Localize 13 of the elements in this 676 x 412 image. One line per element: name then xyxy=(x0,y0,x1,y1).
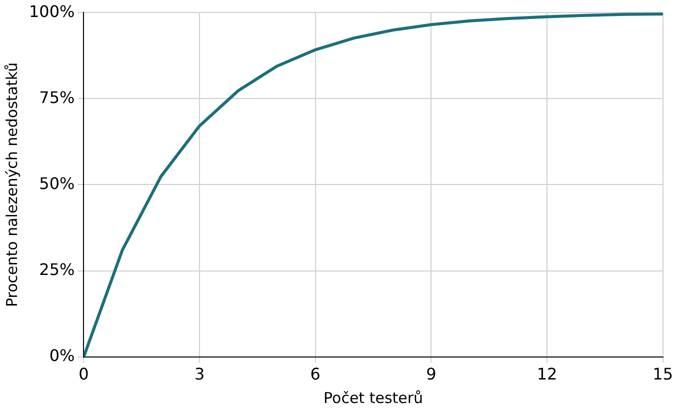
x-tick-label: 6 xyxy=(310,364,320,384)
y-tick-label: 25% xyxy=(39,260,75,279)
y-tick-label: 75% xyxy=(39,88,75,107)
y-tick-label: 50% xyxy=(39,174,75,193)
x-tick-label: 9 xyxy=(426,364,436,384)
x-tick-label: 15 xyxy=(652,364,673,384)
y-tick-label: 0% xyxy=(49,346,75,365)
x-tick-label: 3 xyxy=(194,364,205,384)
y-tick-label: 100% xyxy=(28,2,75,21)
y-axis-title: Procento nalezených nedostatků xyxy=(2,62,21,308)
x-tick-label: 12 xyxy=(536,364,558,384)
x-tick-label: 0 xyxy=(78,364,89,384)
x-axis-title: Počet testerů xyxy=(324,388,424,407)
